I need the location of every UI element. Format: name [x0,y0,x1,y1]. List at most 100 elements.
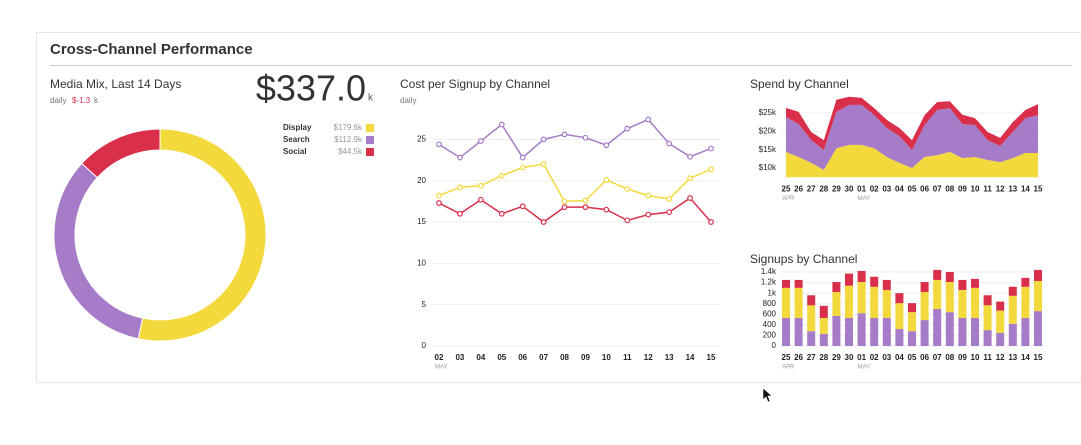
point [436,200,442,206]
bar-segment [794,287,803,318]
x-tick-label: 05 [497,353,506,362]
bar-segment [882,279,891,290]
point [519,164,526,171]
y-tick-label: $15k [759,145,777,154]
x-tick-label: 02 [870,353,879,362]
point [687,175,693,182]
bar-segment [920,320,929,346]
panel-title: Cross-Channel Performance [50,41,253,58]
chart-title: Signups by Channel [750,252,857,266]
y-tick-label: 600 [763,309,777,318]
point [561,198,568,205]
bar-segment [920,292,929,321]
x-tick-label: 14 [686,353,695,362]
bar-segment [908,312,916,332]
bar-segment [870,286,879,318]
bar-segment [857,313,866,346]
bar-segment [958,317,967,346]
bar-segment [920,282,929,293]
point [582,204,589,211]
x-tick-label: 15 [707,353,716,362]
point [519,203,526,210]
x-tick-label: 29 [832,184,841,193]
legend-swatch [366,124,374,132]
x-tick-label: 13 [1008,184,1017,193]
total-value: $337.0 [256,68,366,109]
legend-value: $112.9k [334,135,363,144]
point [477,182,484,189]
x-tick-label: 04 [895,353,904,362]
point [561,131,568,138]
x-tick-label: 12 [996,184,1005,193]
x-tick-label: 28 [819,353,828,362]
x-tick-label: 15 [1034,184,1043,193]
x-tick-label: 28 [819,184,828,193]
bar-segment [1034,280,1042,312]
x-tick-label: 13 [665,353,674,362]
x-tick-label: 04 [476,353,485,362]
x-group-label: APR [782,196,795,202]
bar-segment [895,303,904,330]
cursor [762,387,773,403]
x-tick-label: 02 [870,184,879,193]
x-tick-label: 08 [945,184,954,193]
x-tick-label: 01 [857,184,866,193]
x-tick-label: 12 [996,353,1005,362]
x-tick-label: 02 [435,353,444,362]
x-tick-label: 26 [794,353,803,362]
x-tick-label: 25 [782,184,791,193]
bar-segment [882,317,891,346]
point [708,145,714,152]
y-tick-label: 1.4k [761,267,777,276]
x-tick-label: 10 [971,353,980,362]
x-tick-label: 06 [920,184,929,193]
bar-segment [857,270,866,283]
bar-segment [996,310,1005,333]
point [666,140,673,147]
area-group [786,96,1038,178]
point [457,210,463,217]
total-unit: k [368,93,374,104]
bar-segment [794,317,803,346]
bar-segment [895,293,904,304]
change-unit: k [94,96,99,105]
point [457,154,463,161]
point [540,161,547,168]
y-tick-label: $10k [759,163,777,172]
chart-title: Spend by Channel [750,77,849,91]
bar-segment [845,273,853,286]
bar-segment [958,289,967,318]
bar-segment [983,305,992,331]
point [624,217,631,224]
y-tick-label: 1.2k [761,278,777,287]
bar-segment [1008,295,1017,324]
x-tick-label: 14 [1021,184,1030,193]
bar-segment [857,282,866,314]
point [645,192,652,199]
bar-segment [908,331,916,346]
x-tick-label: 11 [983,184,992,193]
x-tick-label: 11 [623,353,632,362]
bar-segment [971,278,979,288]
bar-segment [782,287,790,318]
bar-segment [1008,323,1017,346]
bar-segment [807,331,816,346]
y-tick-label: 0 [772,341,777,350]
bar-segment [996,301,1005,311]
point [708,166,714,173]
bar-segment [882,289,891,318]
x-tick-label: 03 [882,184,891,193]
bar-segment [845,317,853,346]
x-tick-label: 07 [933,184,942,193]
point [436,141,442,148]
bar-segment [945,312,954,346]
area [786,104,1038,170]
x-tick-label: 03 [455,353,464,362]
x-tick-label: 09 [581,353,590,362]
x-tick-label: 11 [983,353,992,362]
bar-segment [819,317,828,334]
point [666,209,673,216]
x-tick-label: 13 [1008,353,1017,362]
bar-segment [971,287,979,318]
